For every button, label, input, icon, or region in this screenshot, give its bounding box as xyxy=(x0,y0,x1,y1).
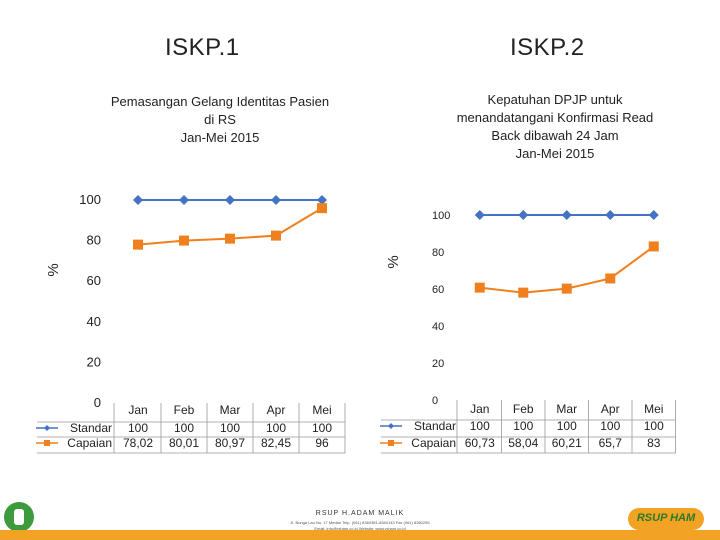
chart2-table-cell-standar-Mei: 100 xyxy=(644,419,664,433)
chart1-xcat-label-Apr: Apr xyxy=(267,403,286,417)
chart1-ylabel: % xyxy=(45,263,62,276)
chart1-title: Pemasangan Gelang Identitas Pasien di RS… xyxy=(110,94,330,145)
chart1-xcat-label-Mar: Mar xyxy=(220,403,241,417)
chart2-point-standar-Apr xyxy=(605,210,616,220)
chart1-ytick-label-80: 80 xyxy=(87,233,101,248)
footer-address: Jl. Bunga Lau No. 17 Medan Telp. (061) 8… xyxy=(290,520,430,525)
chart1-table-cell-standar-Apr: 100 xyxy=(266,421,286,435)
chart1-point-capaian-Mar xyxy=(225,233,235,244)
chart2-table-cell-standar-Feb: 100 xyxy=(513,419,533,433)
chart1-table-cell-capaian-Feb: 80,01 xyxy=(169,436,199,450)
chart2-xcat-label-Feb: Feb xyxy=(513,402,534,416)
rsup-ham-logo-text: RSUP HAM xyxy=(636,512,696,524)
footer-contact: Email: info@rsham.co.id Website: www.rsh… xyxy=(314,526,406,531)
chart2-point-standar-Jan xyxy=(474,210,485,220)
chart2-xcat-label-Apr: Apr xyxy=(601,402,620,416)
chart2-table-cell-capaian-Jan: 60,73 xyxy=(465,436,495,450)
slide-title-iskp1: ISKP.1 xyxy=(165,34,240,61)
chart2-xcat-label-Mei: Mei xyxy=(644,402,663,416)
chart2-ytick-label-0: 0 xyxy=(432,395,438,407)
chart1-table-cell-standar-Feb: 100 xyxy=(174,421,194,435)
chart1-point-capaian-Feb xyxy=(179,235,189,246)
hospital-logo-icon xyxy=(4,502,34,532)
chart1-xcat-label-Jan: Jan xyxy=(128,403,147,417)
chart2-table-row-name-capaian: Capaian xyxy=(411,436,456,450)
chart2-point-capaian-Apr xyxy=(605,273,616,284)
chart1-point-capaian-Mei xyxy=(317,203,327,214)
chart2-ytick-label-100: 100 xyxy=(432,210,450,222)
chart2-table-cell-standar-Apr: 100 xyxy=(600,419,620,433)
chart1-point-standar-Jan xyxy=(133,195,143,205)
chart1-ytick-label-20: 20 xyxy=(87,354,101,369)
chart1-point-standar-Mei xyxy=(317,195,327,205)
chart2-table-cell-capaian-Apr: 65,7 xyxy=(599,436,623,450)
chart2-ytick-label-40: 40 xyxy=(432,321,444,333)
chart1-ytick-label-100: 100 xyxy=(79,192,101,207)
chart2-ytick-label-60: 60 xyxy=(432,284,444,296)
chart2-point-capaian-Feb xyxy=(518,287,529,298)
slide-title-iskp2: ISKP.2 xyxy=(510,34,585,61)
chart1-point-standar-Mar xyxy=(225,195,235,205)
footer: RSUP H.ADAM MALIK Jl. Bunga Lau No. 17 M… xyxy=(0,498,720,540)
chart1-table-cell-capaian-Mar: 80,97 xyxy=(215,436,245,450)
chart1-point-standar-Apr xyxy=(271,195,281,205)
chart2-table-cell-standar-Mar: 100 xyxy=(557,419,577,433)
chart1-table-cell-standar-Mar: 100 xyxy=(220,421,240,435)
chart2-ylabel: % xyxy=(385,255,402,268)
chart1-legend-key-marker-standar xyxy=(44,425,50,431)
chart2-point-capaian-Jan xyxy=(474,282,485,293)
charts-canvas: 0 20 40 60 80 100% Jan Feb Mar Apr Mei Standar 100 10… xyxy=(36,192,676,454)
chart2-table-cell-capaian-Mei: 83 xyxy=(647,436,661,450)
chart1-xcat-label-Feb: Feb xyxy=(174,403,195,417)
chart1-ytick-label-60: 60 xyxy=(87,273,101,288)
chart1-table-cell-capaian-Jan: 78,02 xyxy=(123,436,153,450)
chart2-ytick-label-80: 80 xyxy=(432,247,444,259)
chart1-table-row-name-capaian: Capaian xyxy=(67,436,112,450)
chart2-title: Kepatuhan DPJP untuk menandatangani Konf… xyxy=(456,92,654,161)
chart1-table-row-name-standar: Standar xyxy=(70,421,112,435)
chart2-point-standar-Mar xyxy=(561,210,572,220)
rsup-ham-logo: RSUP HAM xyxy=(628,508,704,530)
chart1-ytick-label-40: 40 xyxy=(87,314,101,329)
chart2-table-cell-capaian-Mar: 60,21 xyxy=(552,436,582,450)
chart2-table-cell-capaian-Feb: 58,04 xyxy=(508,436,538,450)
chart1-table-cell-capaian-Mei: 96 xyxy=(315,436,329,450)
footer-hospital-name: RSUP H.ADAM MALIK xyxy=(315,510,405,517)
chart2-legend-key-marker-capaian xyxy=(388,440,394,446)
chart2-point-capaian-Mar xyxy=(561,283,572,294)
chart1-ytick-label-0: 0 xyxy=(94,395,101,410)
chart2-point-standar-Mei xyxy=(648,210,659,220)
chart1-table-cell-capaian-Apr: 82,45 xyxy=(261,436,291,450)
footer-bar xyxy=(0,530,720,540)
chart1-point-capaian-Apr xyxy=(271,230,281,241)
chart2-xcat-label-Jan: Jan xyxy=(470,402,489,416)
chart2-point-standar-Feb xyxy=(518,210,529,220)
chart1-table-cell-standar-Mei: 100 xyxy=(312,421,332,435)
chart1-xcat-label-Mei: Mei xyxy=(312,403,331,417)
chart2-point-capaian-Mei xyxy=(648,241,659,252)
chart2-legend-key-marker-standar xyxy=(388,423,394,429)
chart2-xcat-label-Mar: Mar xyxy=(556,402,577,416)
chart2-ytick-label-20: 20 xyxy=(432,358,444,370)
chart2-table-row-name-standar: Standar xyxy=(414,419,456,433)
chart1-table-cell-standar-Jan: 100 xyxy=(128,421,148,435)
chart2-table-cell-standar-Jan: 100 xyxy=(470,419,490,433)
chart1-point-standar-Feb xyxy=(179,195,189,205)
chart1-legend-key-marker-capaian xyxy=(44,440,50,446)
chart1-point-capaian-Jan xyxy=(133,239,143,250)
